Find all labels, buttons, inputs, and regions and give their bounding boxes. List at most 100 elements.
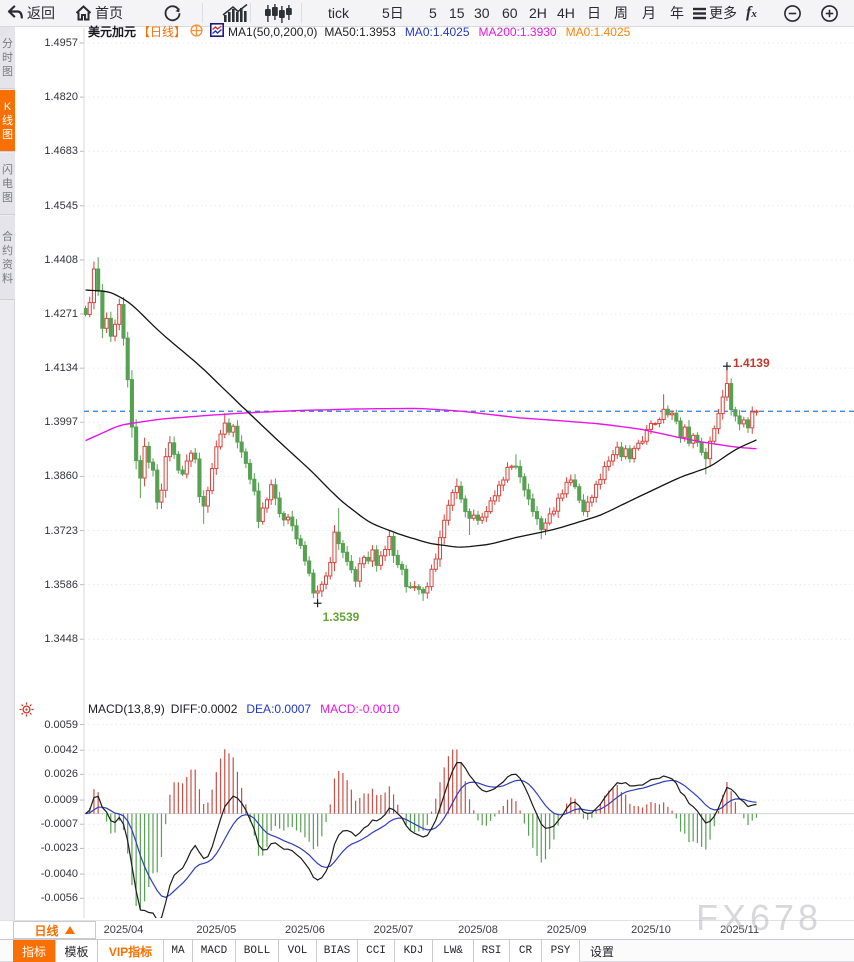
date-axis-label: 2025/11 — [720, 924, 760, 936]
macd-axis-label: 0.0059 — [44, 718, 78, 731]
indicator-ma[interactable]: MA — [164, 940, 193, 962]
tab-indicators[interactable]: 指标 — [13, 940, 56, 962]
refresh-button[interactable] — [162, 0, 183, 26]
sidebar-item-kline-chart[interactable]: K线图 — [0, 90, 15, 152]
interval-2h[interactable]: 2H — [529, 5, 547, 21]
interval-month[interactable]: 月 — [642, 5, 656, 21]
candlestick-chart-button[interactable] — [264, 0, 292, 26]
refresh-icon — [162, 3, 183, 24]
low-price-label: 1.3539 — [322, 610, 360, 625]
price-axis-label: 1.4957 — [44, 37, 78, 49]
back-label: 返回 — [27, 5, 55, 21]
zoom-out-icon — [783, 4, 802, 23]
price-axis-label: 1.4408 — [44, 253, 78, 266]
area-chart-icon — [222, 3, 249, 23]
interval-60m[interactable]: 60 — [502, 5, 518, 21]
interval-day[interactable]: 日 — [587, 5, 601, 21]
interval-year[interactable]: 年 — [670, 5, 684, 21]
zoom-out-button[interactable] — [783, 0, 802, 26]
date-axis-label: 2025/09 — [546, 924, 587, 936]
indicator-bias[interactable]: BIAS — [317, 940, 358, 962]
home-button[interactable]: 首页 — [75, 0, 123, 26]
symbol-name: 美元加元 — [88, 25, 137, 39]
indicator-kdj[interactable]: KDJ — [395, 940, 433, 962]
triangle-up-icon — [64, 926, 75, 934]
macd-axis-label: -0.0040 — [40, 868, 78, 881]
date-axis-label: 2025/10 — [631, 924, 671, 936]
price-axis-label: 1.3586 — [44, 578, 78, 591]
tab-templates[interactable]: 模板 — [56, 940, 98, 962]
indicator-cci[interactable]: CCI — [358, 940, 395, 962]
interval-15m[interactable]: 15 — [449, 5, 465, 21]
toolbar-separator — [202, 3, 203, 23]
ma200-value-label: MA200:1.3930 — [478, 24, 557, 39]
interval-week[interactable]: 周 — [614, 5, 628, 21]
price-axis-label: 1.4134 — [44, 362, 78, 375]
price-axis-label: 1.4271 — [44, 308, 78, 321]
ma0-orange-value-label: MA0:1.4025 — [565, 24, 631, 39]
price-axis-label: 1.4683 — [44, 145, 78, 158]
top-toolbar: 返回 首页 — [0, 0, 854, 27]
crosshair-icon[interactable] — [190, 23, 203, 40]
indicator-macd[interactable]: MACD — [193, 940, 236, 962]
macd-header: MACD(13,8,9) DIFF:0.0002 DEA:0.0007 MACD… — [88, 702, 399, 716]
chart-type-sidebar: 分时图 K线图 闪电图 合约资料 — [0, 27, 15, 962]
chart-period: 【日线】 — [138, 25, 187, 39]
price-axis-label: 1.3860 — [44, 470, 78, 483]
price-axis-label: 1.3448 — [44, 633, 78, 646]
tab-vip-indicators[interactable]: VIP指标 — [98, 940, 164, 962]
zoom-in-icon — [820, 4, 839, 23]
price-axis-label: 1.4820 — [44, 91, 78, 104]
date-axis-label: 2025/04 — [103, 924, 144, 936]
home-label: 首页 — [95, 5, 123, 21]
interval-5d[interactable]: 5日 — [382, 5, 404, 21]
interval-5m[interactable]: 5 — [429, 5, 437, 21]
indicator-psy[interactable]: PSY — [542, 940, 580, 962]
indicator-rsi[interactable]: RSI — [474, 940, 510, 962]
settings-button[interactable]: 设置 — [589, 944, 614, 959]
period-selector[interactable]: 日线 — [13, 921, 96, 939]
macd-axis-label: 0.0026 — [44, 768, 78, 781]
interval-tick[interactable]: tick — [328, 5, 349, 21]
indicator-boll[interactable]: BOLL — [236, 940, 279, 962]
more-button[interactable]: 更多 — [692, 0, 737, 26]
interval-30m[interactable]: 30 — [474, 5, 490, 21]
candlestick-chart-icon — [264, 3, 292, 23]
price-axis-label: 1.3997 — [44, 416, 78, 429]
formula-button[interactable]: fx — [746, 0, 757, 26]
menu-icon — [692, 7, 707, 20]
sidebar-item-time-chart[interactable]: 分时图 — [0, 27, 15, 89]
macd-value-label: MACD:-0.0010 — [320, 702, 400, 716]
indicator-vol[interactable]: VOL — [279, 940, 317, 962]
price-axis-label: 1.3723 — [44, 524, 78, 537]
indicator-settings-icon[interactable] — [19, 702, 34, 722]
date-axis-label: 2025/05 — [196, 924, 237, 936]
macd-axis-label: -0.0023 — [40, 842, 78, 855]
indicator-toolbar: 指标 模板 VIP指标 MA MACD BOLL VOL BIAS CCI KD… — [0, 939, 854, 962]
date-axis-label: 2025/08 — [458, 924, 498, 936]
fx-icon: fx — [746, 4, 757, 21]
indicator-lwr[interactable]: LW& — [433, 940, 474, 962]
sidebar-item-lightning-chart[interactable]: 闪电图 — [0, 153, 15, 215]
indicator-cr[interactable]: CR — [510, 940, 542, 962]
high-price-label: 1.4139 — [732, 356, 770, 371]
area-chart-button[interactable] — [222, 0, 249, 26]
zoom-in-button[interactable] — [820, 0, 839, 26]
back-button[interactable]: 返回 — [6, 0, 55, 26]
interval-4h[interactable]: 4H — [557, 5, 575, 21]
back-icon — [6, 5, 24, 21]
diff-value-label: DIFF:0.0002 — [170, 702, 238, 716]
date-axis-row: 2025/04 2025/05 2025/06 2025/07 2025/08 2025/… — [0, 920, 854, 939]
date-axis-label: 2025/07 — [373, 924, 414, 936]
macd-settings-label: MACD(13,8,9) — [88, 702, 165, 716]
price-axis-label: 1.4545 — [44, 199, 78, 212]
chart-header: 美元加元 【日线】 MA1(50,0,200,0) MA50:1.3953 MA… — [88, 23, 631, 40]
ma-settings-label: MA1(50,0,200,0) — [228, 24, 318, 39]
toolbar-separator — [250, 3, 251, 23]
sidebar-item-contract-info[interactable]: 合约资料 — [0, 216, 15, 300]
dea-value-label: DEA:0.0007 — [246, 702, 312, 716]
macd-axis-label: 0.0042 — [44, 744, 78, 757]
mini-chart-icon[interactable] — [210, 23, 225, 40]
